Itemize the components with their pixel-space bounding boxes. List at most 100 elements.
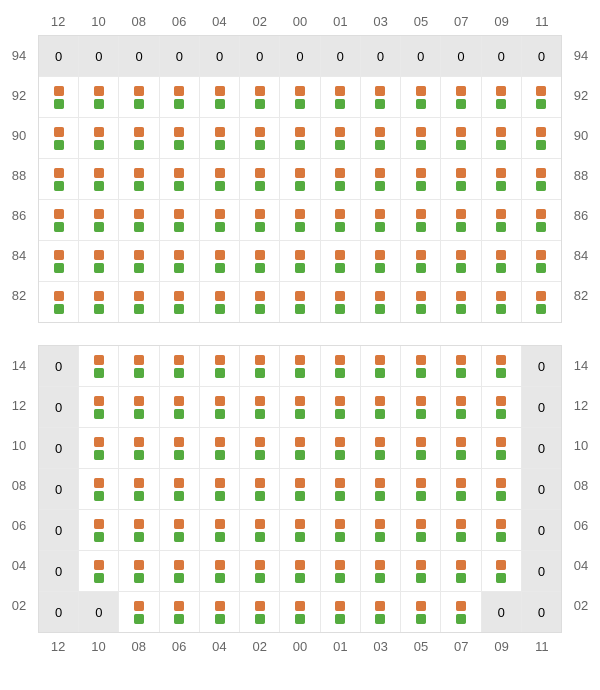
slot-cell[interactable] (481, 241, 521, 281)
slot-cell[interactable] (199, 241, 239, 281)
slot-cell[interactable] (400, 282, 440, 322)
slot-cell[interactable] (481, 469, 521, 509)
slot-cell[interactable] (400, 346, 440, 386)
slot-cell[interactable] (320, 159, 360, 199)
slot-cell[interactable] (279, 346, 319, 386)
slot-cell[interactable] (279, 118, 319, 158)
slot-cell[interactable] (239, 282, 279, 322)
slot-cell[interactable] (400, 159, 440, 199)
slot-cell[interactable] (320, 346, 360, 386)
slot-cell[interactable] (400, 510, 440, 550)
slot-cell[interactable] (481, 77, 521, 117)
slot-cell[interactable] (521, 200, 561, 240)
slot-cell[interactable] (159, 551, 199, 591)
slot-cell[interactable] (521, 118, 561, 158)
slot-cell[interactable] (118, 428, 158, 468)
slot-cell[interactable] (320, 200, 360, 240)
slot-cell[interactable] (199, 428, 239, 468)
slot-cell[interactable] (481, 159, 521, 199)
slot-cell[interactable] (239, 241, 279, 281)
slot-cell[interactable] (78, 510, 118, 550)
slot-cell[interactable] (400, 118, 440, 158)
slot-cell[interactable] (360, 592, 400, 632)
slot-cell[interactable] (360, 282, 400, 322)
slot-cell[interactable] (159, 387, 199, 427)
slot-cell[interactable] (199, 77, 239, 117)
slot-cell[interactable] (320, 387, 360, 427)
slot-cell[interactable] (400, 77, 440, 117)
slot-cell[interactable] (360, 159, 400, 199)
slot-cell[interactable] (481, 118, 521, 158)
slot-cell[interactable] (118, 551, 158, 591)
slot-cell[interactable] (481, 282, 521, 322)
slot-cell[interactable] (320, 282, 360, 322)
slot-cell[interactable] (159, 469, 199, 509)
slot-cell[interactable] (199, 387, 239, 427)
slot-cell[interactable] (400, 551, 440, 591)
slot-cell[interactable] (159, 282, 199, 322)
slot-cell[interactable] (279, 469, 319, 509)
slot-cell[interactable] (118, 200, 158, 240)
slot-cell[interactable] (440, 241, 480, 281)
slot-cell[interactable] (39, 159, 78, 199)
slot-cell[interactable] (360, 387, 400, 427)
slot-cell[interactable] (239, 200, 279, 240)
slot-cell[interactable] (159, 77, 199, 117)
slot-cell[interactable] (39, 241, 78, 281)
slot-cell[interactable] (440, 428, 480, 468)
slot-cell[interactable] (521, 77, 561, 117)
slot-cell[interactable] (279, 387, 319, 427)
slot-cell[interactable] (239, 551, 279, 591)
slot-cell[interactable] (279, 159, 319, 199)
slot-cell[interactable] (39, 118, 78, 158)
slot-cell[interactable] (481, 551, 521, 591)
slot-cell[interactable] (78, 77, 118, 117)
slot-cell[interactable] (440, 387, 480, 427)
slot-cell[interactable] (521, 159, 561, 199)
slot-cell[interactable] (199, 118, 239, 158)
slot-cell[interactable] (39, 282, 78, 322)
slot-cell[interactable] (279, 428, 319, 468)
slot-cell[interactable] (279, 282, 319, 322)
slot-cell[interactable] (78, 282, 118, 322)
slot-cell[interactable] (440, 592, 480, 632)
slot-cell[interactable] (440, 551, 480, 591)
slot-cell[interactable] (481, 200, 521, 240)
slot-cell[interactable] (320, 510, 360, 550)
slot-cell[interactable] (239, 592, 279, 632)
slot-cell[interactable] (118, 241, 158, 281)
slot-cell[interactable] (118, 469, 158, 509)
slot-cell[interactable] (159, 346, 199, 386)
slot-cell[interactable] (239, 346, 279, 386)
slot-cell[interactable] (400, 241, 440, 281)
slot-cell[interactable] (118, 592, 158, 632)
slot-cell[interactable] (440, 200, 480, 240)
slot-cell[interactable] (279, 551, 319, 591)
slot-cell[interactable] (118, 346, 158, 386)
slot-cell[interactable] (481, 510, 521, 550)
slot-cell[interactable] (320, 551, 360, 591)
slot-cell[interactable] (39, 200, 78, 240)
slot-cell[interactable] (239, 159, 279, 199)
slot-cell[interactable] (320, 592, 360, 632)
slot-cell[interactable] (78, 551, 118, 591)
slot-cell[interactable] (239, 469, 279, 509)
slot-cell[interactable] (239, 428, 279, 468)
slot-cell[interactable] (279, 510, 319, 550)
slot-cell[interactable] (118, 282, 158, 322)
slot-cell[interactable] (118, 510, 158, 550)
slot-cell[interactable] (159, 428, 199, 468)
slot-cell[interactable] (239, 387, 279, 427)
slot-cell[interactable] (78, 200, 118, 240)
slot-cell[interactable] (320, 241, 360, 281)
slot-cell[interactable] (78, 118, 118, 158)
slot-cell[interactable] (78, 159, 118, 199)
slot-cell[interactable] (118, 159, 158, 199)
slot-cell[interactable] (199, 510, 239, 550)
slot-cell[interactable] (78, 428, 118, 468)
slot-cell[interactable] (78, 387, 118, 427)
slot-cell[interactable] (440, 159, 480, 199)
slot-cell[interactable] (400, 428, 440, 468)
slot-cell[interactable] (320, 469, 360, 509)
slot-cell[interactable] (440, 346, 480, 386)
